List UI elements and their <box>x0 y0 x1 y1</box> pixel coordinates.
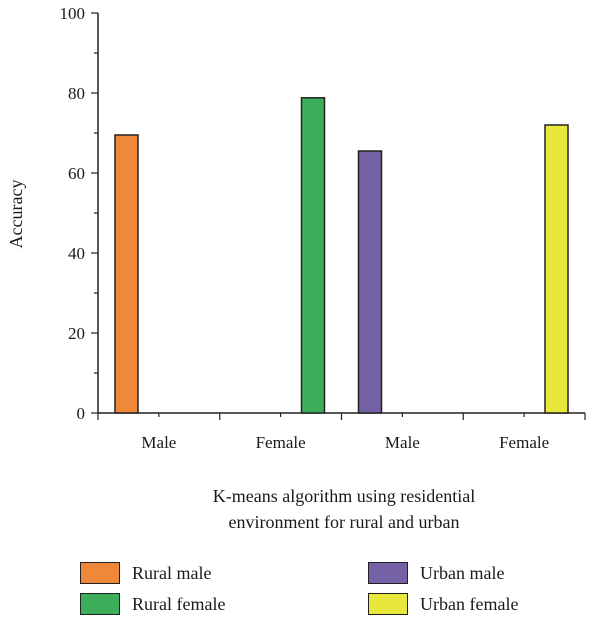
legend: Rural male Rural female Urban male Urban… <box>80 560 580 616</box>
y-axis: 0 20 40 60 80 100 <box>60 4 99 423</box>
legend-label-urban-male: Urban male <box>420 562 505 583</box>
legend-swatch-urban-female <box>368 593 408 615</box>
bars <box>114 97 569 414</box>
bar-rural-male <box>114 134 139 414</box>
legend-item-urban-male: Urban male <box>368 560 504 586</box>
y-tick-label: 0 <box>77 404 86 423</box>
x-axis-label-line-1: K-means algorithm using residential <box>213 486 475 506</box>
legend-swatch-rural-male <box>80 562 120 584</box>
y-tick-label: 100 <box>60 4 86 23</box>
x-tick-label: Male <box>385 433 420 452</box>
legend-swatch-rural-female <box>80 593 120 615</box>
legend-item-urban-female: Urban female <box>368 591 518 617</box>
bar-urban-female <box>544 124 569 414</box>
bar-rural-female <box>300 97 326 414</box>
y-axis-label: Accuracy <box>6 180 26 249</box>
y-tick-label: 20 <box>68 324 85 343</box>
legend-label-rural-male: Rural male <box>132 562 212 583</box>
x-tick-label: Female <box>499 433 549 452</box>
legend-swatch-urban-male <box>368 562 408 584</box>
y-tick-label: 80 <box>68 84 85 103</box>
legend-label-urban-female: Urban female <box>420 593 519 614</box>
bar-urban-male <box>357 150 383 414</box>
legend-item-rural-female: Rural female <box>80 591 225 617</box>
x-tick-label: Male <box>141 433 176 452</box>
legend-label-rural-female: Rural female <box>132 593 226 614</box>
bar-chart: 0 20 40 60 80 100 Male Female Male Female Accura… <box>6 4 586 532</box>
x-tick-label: Female <box>256 433 306 452</box>
y-tick-label: 60 <box>68 164 85 183</box>
legend-item-rural-male: Rural male <box>80 560 211 586</box>
x-axis: Male Female Male Female <box>97 412 586 452</box>
y-tick-label: 40 <box>68 244 85 263</box>
x-axis-label-line-2: environment for rural and urban <box>229 512 460 532</box>
